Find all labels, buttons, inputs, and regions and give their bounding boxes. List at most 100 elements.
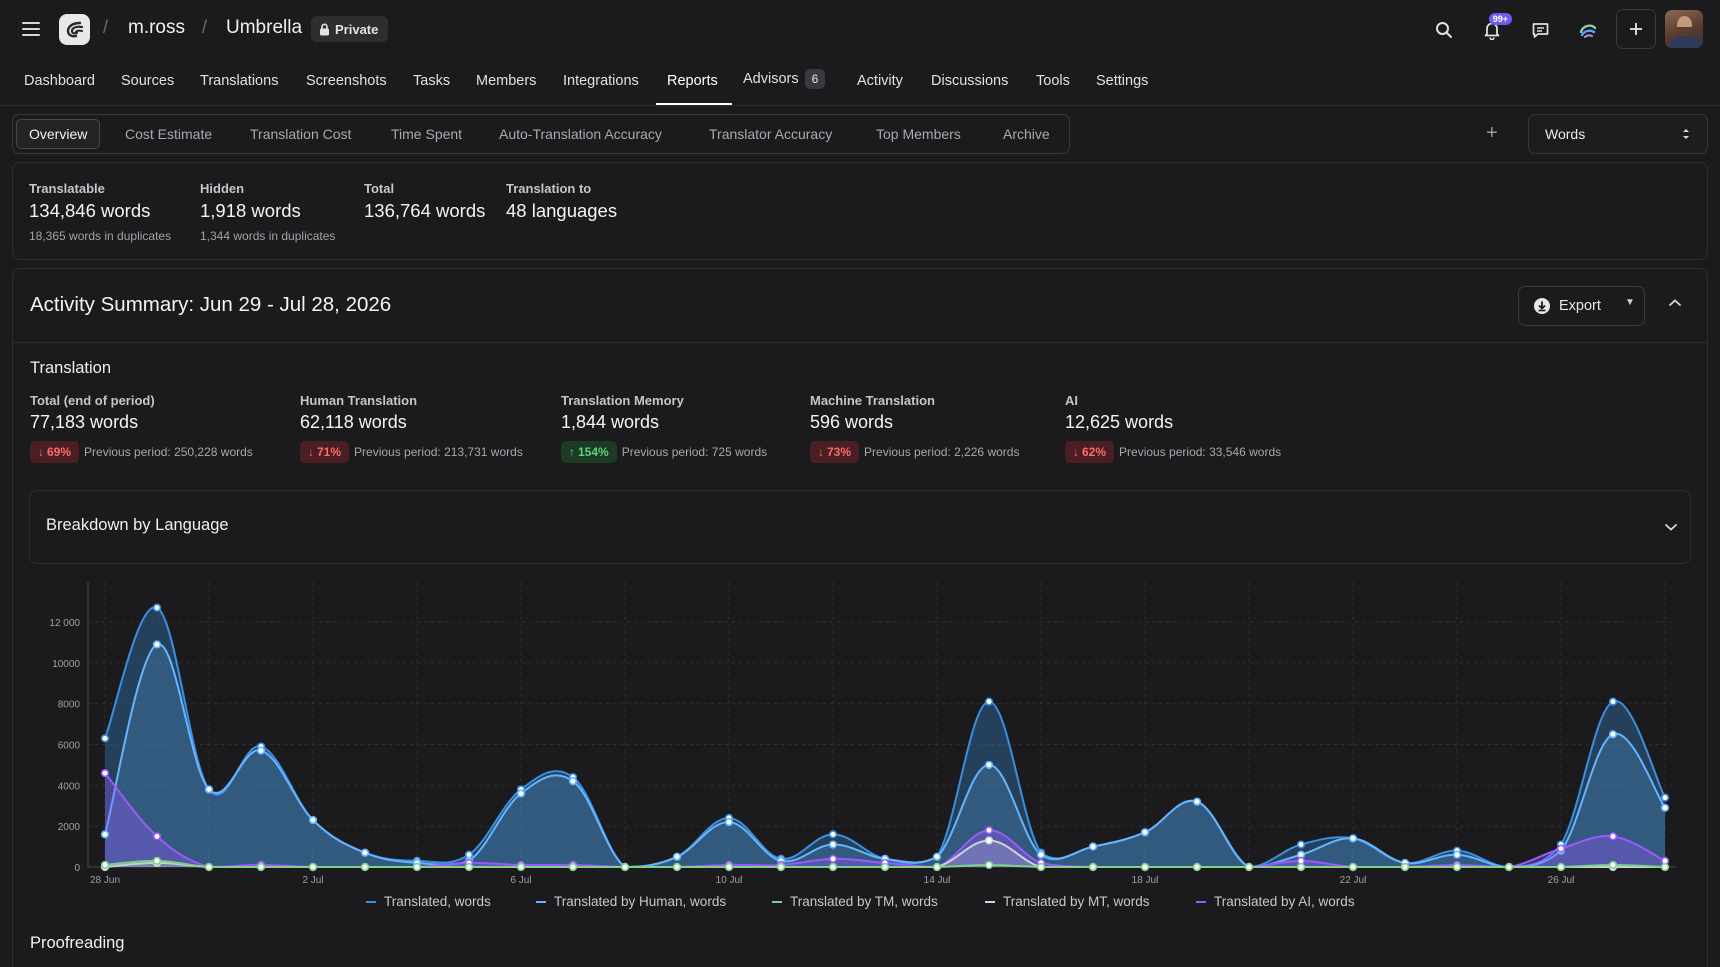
activity-summary-card: Activity Summary: Jun 29 - Jul 28, 2026 … [12,268,1708,967]
menu-icon[interactable] [22,17,46,41]
nav-advisors[interactable]: Advisors 6 [743,69,826,89]
data-point [1244,862,1254,872]
breakdown-by-language-panel[interactable]: Breakdown by Language [29,490,1691,564]
tab-cost-estimate[interactable]: Cost Estimate [125,126,213,142]
tab-translation-cost[interactable]: Translation Cost [250,126,352,142]
data-point [152,640,162,649]
legend-label: Translated by MT, words [1003,894,1150,909]
data-point [724,862,734,872]
legend-human[interactable]: Translated by Human, words [536,894,726,909]
legend-mt[interactable]: Translated by MT, words [985,894,1150,909]
metric-ai: AI 12,625 words ↓ 62% Previous period: 33,… [1065,393,1281,463]
stat-translatable: Translatable 134,846 words 18,365 words … [29,181,171,243]
legend-ai[interactable]: Translated by AI, words [1196,894,1355,909]
caret-down-icon[interactable]: ▼ [1625,297,1635,308]
breadcrumb-separator: / [202,17,208,37]
stat-label: Translatable [29,181,105,196]
arrow-down-icon: ↓ [1073,445,1079,459]
stat-value: 48 languages [506,200,618,221]
tab-overview[interactable]: Overview [16,119,101,149]
nav-integrations[interactable]: Integrations [563,73,639,89]
collapse-chevron-icon[interactable] [1668,295,1682,311]
data-point [152,856,162,865]
series-area [105,644,1665,867]
tab-archive[interactable]: Archive [1003,126,1050,142]
data-point [932,852,942,861]
nav-reports[interactable]: Reports [667,73,718,89]
data-point [1556,844,1566,853]
x-tick-label: 10 Jul [716,875,743,886]
metric-value: 12,625 words [1065,412,1174,432]
data-point [100,830,110,839]
change-badge: ↑ 154% [561,441,617,463]
legend-swatch [366,900,376,903]
legend-tm[interactable]: Translated by TM, words [772,894,938,909]
data-point [828,830,838,839]
data-point [152,603,162,612]
change-badge: ↓ 62% [1065,441,1115,463]
data-point [1140,828,1150,837]
data-point [568,777,578,786]
data-point [672,852,682,861]
private-badge: Private [311,16,389,42]
tab-auto-translation-accuracy[interactable]: Auto-Translation Accuracy [499,126,662,142]
translation-heading: Translation [30,359,112,377]
data-point [620,862,630,872]
tab-top-members[interactable]: Top Members [876,126,961,142]
nav-tasks[interactable]: Tasks [413,73,451,89]
metric-label: Total (end of period) [30,393,155,408]
ai-assistant-icon[interactable] [1572,14,1604,46]
nav-advisors-label: Advisors [743,71,799,87]
messages-icon[interactable] [1524,14,1556,46]
data-point [152,832,162,841]
nav-translations[interactable]: Translations [200,73,279,89]
data-point [204,785,214,794]
nav-tools[interactable]: Tools [1036,73,1070,89]
nav-members[interactable]: Members [476,73,537,89]
activity-summary-title: Activity Summary: Jun 29 - Jul 28, 2026 [30,293,392,316]
legend-swatch [536,900,546,903]
create-button[interactable] [1616,9,1656,49]
report-tabs: Overview Cost Estimate Translation Cost … [12,114,1070,154]
data-point [672,862,682,872]
data-point [568,862,578,872]
add-report-tab-icon[interactable]: + [1486,122,1498,144]
breadcrumb-project[interactable]: Umbrella [226,17,303,38]
nav-sources[interactable]: Sources [121,73,175,89]
data-point [984,697,994,706]
metric-value: 596 words [810,412,894,432]
main-nav: Dashboard Sources Translations Screensho… [0,60,1720,106]
tab-translator-accuracy[interactable]: Translator Accuracy [709,126,833,142]
legend-translated[interactable]: Translated, words [366,894,491,909]
nav-activity[interactable]: Activity [857,73,903,89]
divider [13,342,1707,343]
top-bar: / m.ross / Umbrella Private 99+ [0,0,1720,58]
notifications-icon[interactable]: 99+ [1476,13,1512,46]
nav-settings[interactable]: Settings [1096,73,1149,89]
data-point [1036,862,1046,872]
breadcrumb-user[interactable]: m.ross [128,17,185,38]
y-tick-label: 2000 [58,822,81,833]
data-point [308,862,318,872]
data-point [360,862,370,872]
nav-screenshots[interactable]: Screenshots [306,73,387,89]
data-point [1296,840,1306,849]
user-avatar[interactable] [1665,10,1703,48]
updown-chevron-icon [1683,129,1689,139]
app-logo[interactable] [59,14,90,45]
metric-human-translation: Human Translation 62,118 words ↓ 71% Previ… [300,393,523,463]
y-tick-label: 10000 [52,659,80,670]
export-button[interactable]: Export ▼ [1518,286,1645,326]
search-icon[interactable] [1428,14,1460,46]
nav-dashboard[interactable]: Dashboard [24,73,95,89]
unit-select[interactable]: Words [1528,114,1708,154]
series-area [105,607,1665,867]
chevron-down-icon[interactable] [1664,519,1678,535]
tab-time-spent[interactable]: Time Spent [391,126,463,142]
nav-discussions[interactable]: Discussions [931,73,1009,89]
data-point [308,815,318,825]
metric-translation-memory: Translation Memory 1,844 words ↑ 154% Prev… [561,393,767,463]
unit-select-value: Words [1545,126,1586,142]
data-point [360,848,370,857]
legend-swatch [772,900,782,903]
